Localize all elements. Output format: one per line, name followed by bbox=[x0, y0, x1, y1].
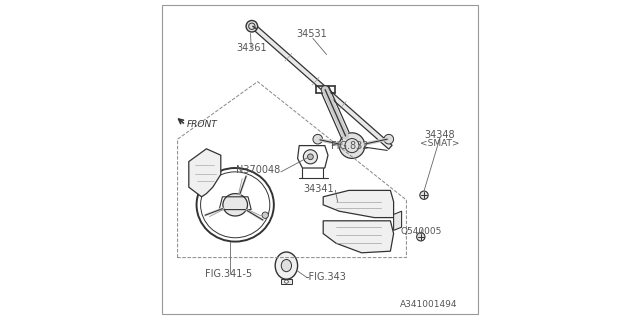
Polygon shape bbox=[323, 221, 394, 253]
Text: <SMAT>: <SMAT> bbox=[420, 139, 460, 148]
Circle shape bbox=[307, 154, 314, 160]
Circle shape bbox=[420, 191, 428, 199]
Text: FRONT: FRONT bbox=[187, 120, 218, 129]
Text: 34348: 34348 bbox=[425, 130, 455, 140]
Circle shape bbox=[321, 86, 329, 93]
Ellipse shape bbox=[275, 252, 298, 279]
Circle shape bbox=[417, 233, 425, 241]
Circle shape bbox=[384, 134, 394, 144]
Text: -FIG.343: -FIG.343 bbox=[306, 272, 346, 282]
Text: 34361: 34361 bbox=[236, 43, 266, 53]
Circle shape bbox=[313, 134, 323, 144]
Text: FIG.832: FIG.832 bbox=[332, 141, 369, 151]
Circle shape bbox=[262, 212, 268, 218]
Text: A341001494: A341001494 bbox=[400, 300, 458, 309]
Polygon shape bbox=[280, 279, 292, 284]
Polygon shape bbox=[323, 190, 394, 218]
Circle shape bbox=[246, 20, 257, 32]
Polygon shape bbox=[189, 149, 221, 197]
Text: FIG.341-5: FIG.341-5 bbox=[205, 269, 252, 279]
Text: 34341: 34341 bbox=[304, 184, 334, 194]
Ellipse shape bbox=[223, 194, 248, 216]
Ellipse shape bbox=[284, 280, 288, 283]
Circle shape bbox=[339, 133, 365, 158]
Circle shape bbox=[303, 150, 317, 164]
Ellipse shape bbox=[282, 260, 292, 272]
Polygon shape bbox=[253, 25, 392, 149]
Text: 34531: 34531 bbox=[296, 29, 328, 39]
Polygon shape bbox=[394, 211, 402, 230]
Text: N370048: N370048 bbox=[236, 165, 280, 175]
Text: Q540005: Q540005 bbox=[400, 227, 442, 236]
